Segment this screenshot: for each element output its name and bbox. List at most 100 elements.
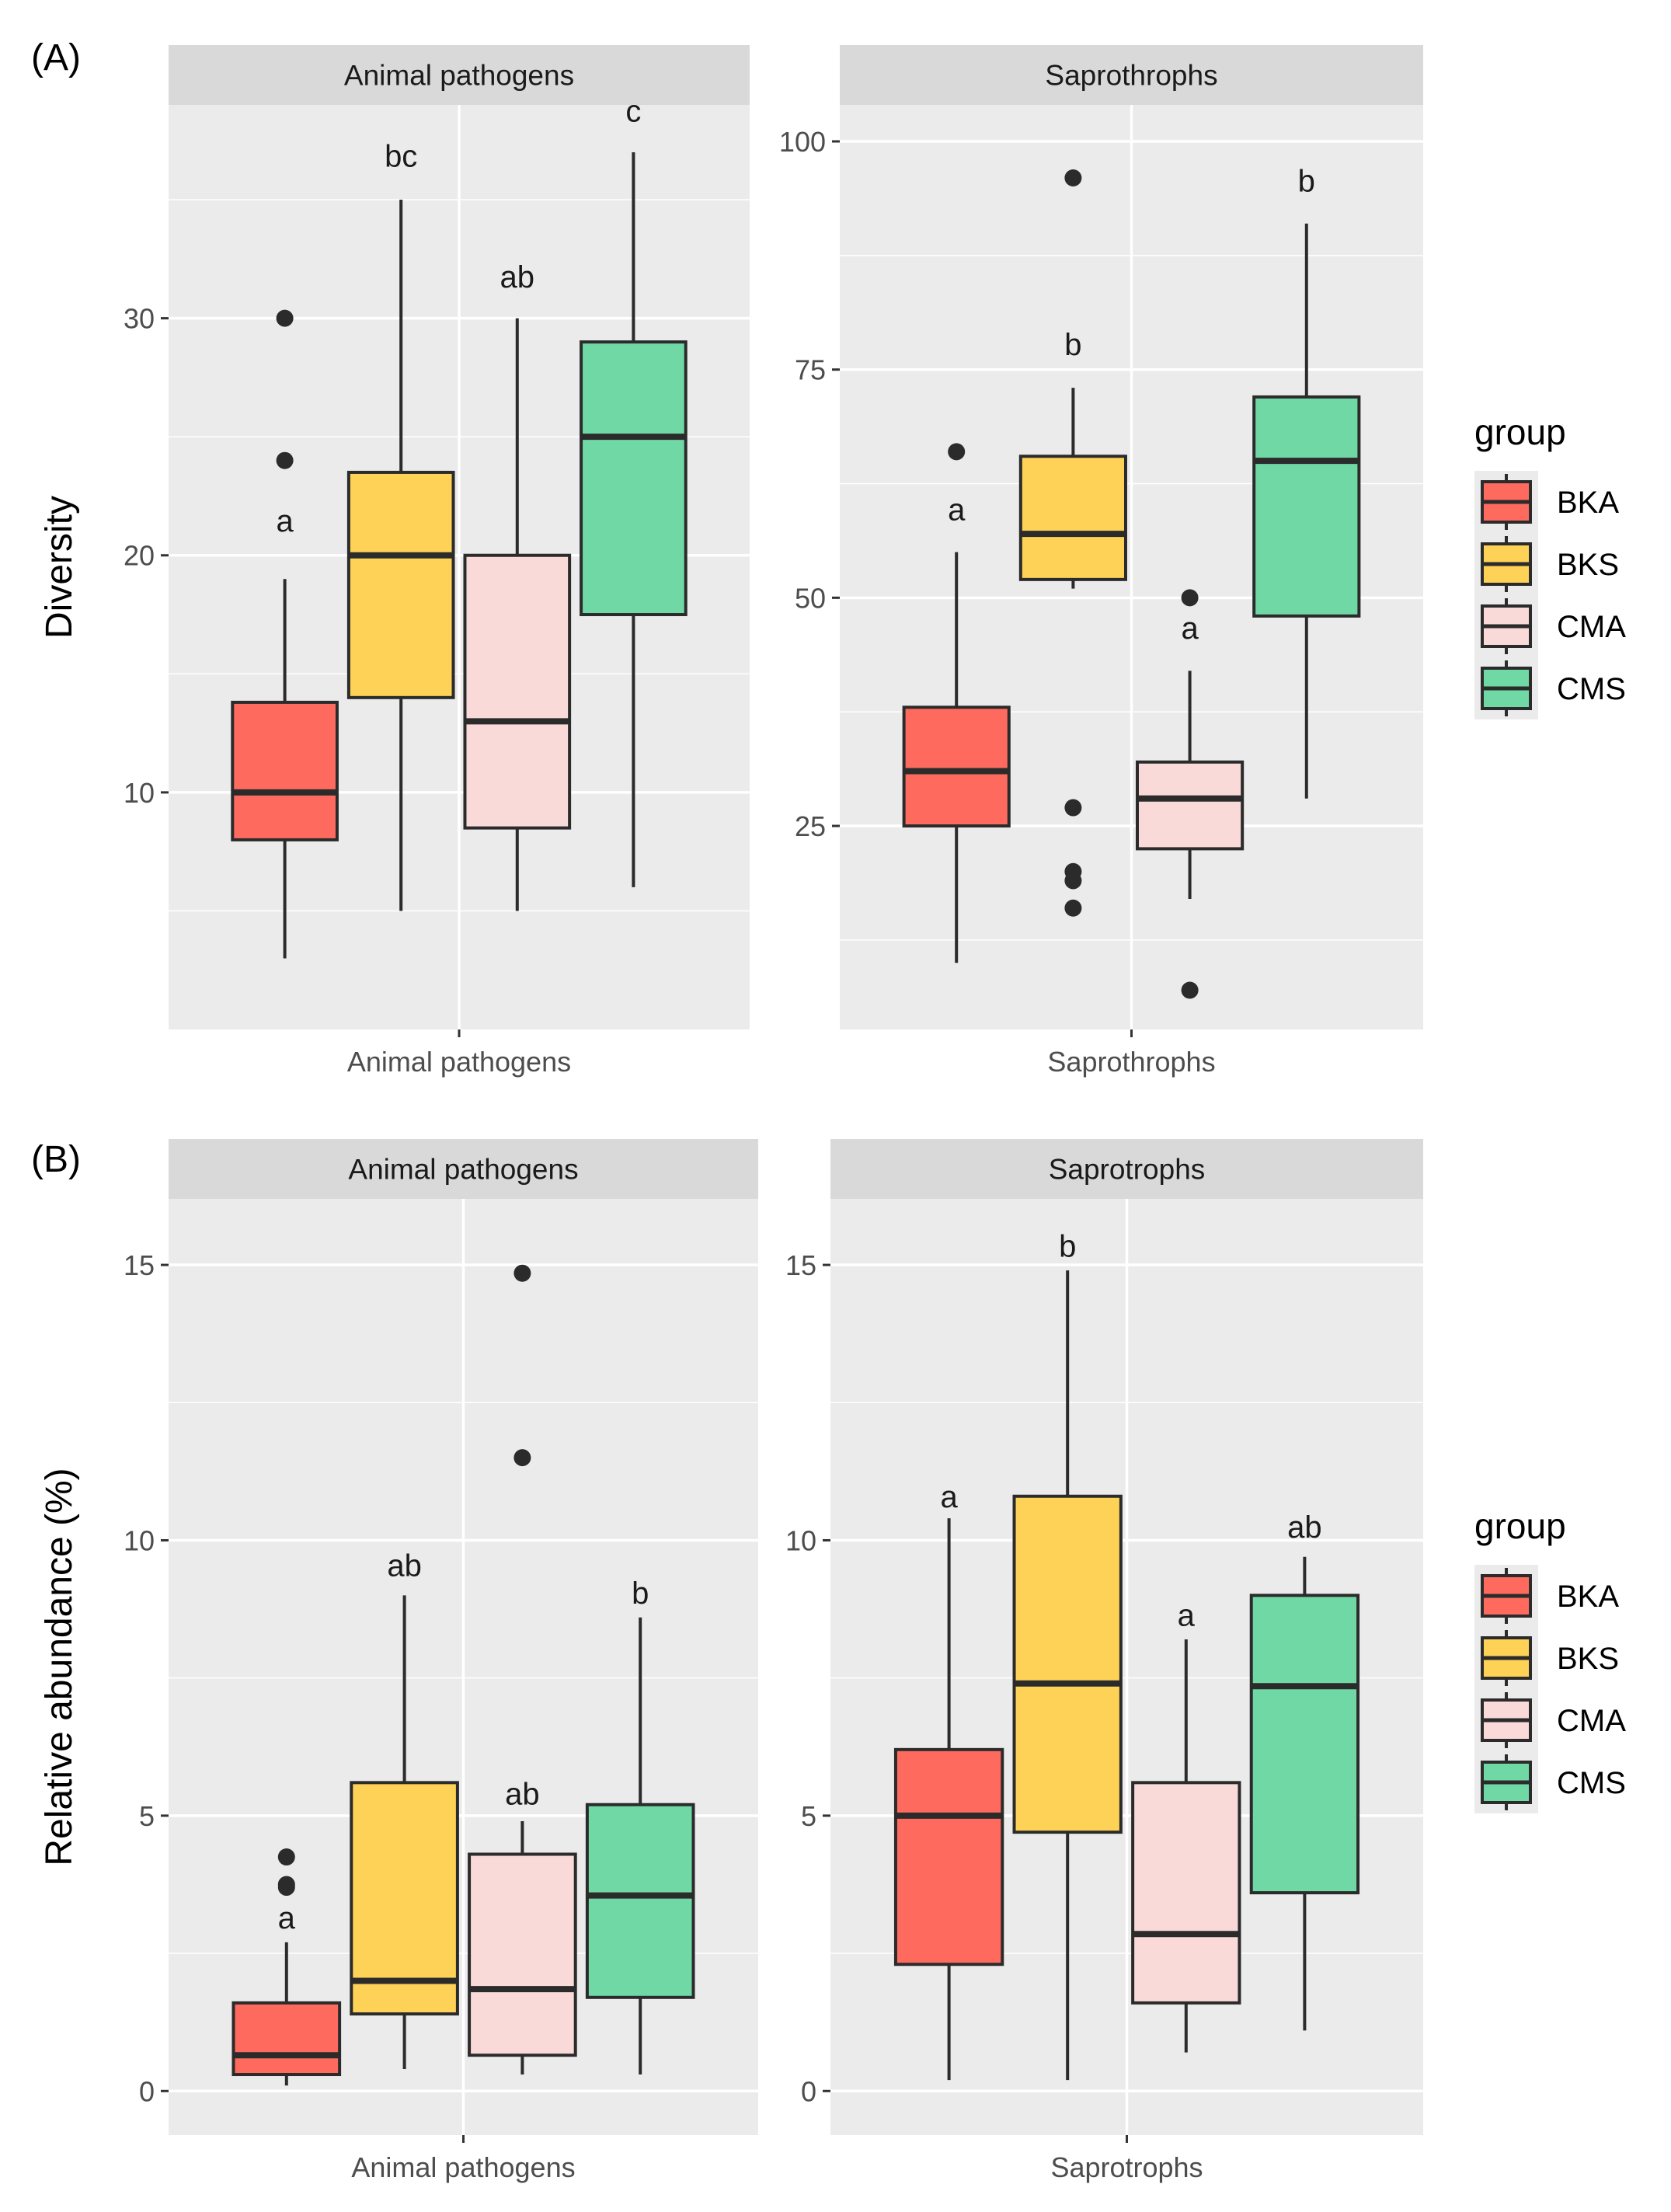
outlier-point — [1181, 589, 1199, 607]
iqr-box — [1018, 455, 1127, 581]
box-CMS: ab — [1249, 1510, 1360, 2031]
significance-letter: ab — [500, 260, 535, 294]
outlier-point — [277, 1879, 295, 1897]
box-BKA: a — [231, 309, 339, 959]
iqr-box — [580, 340, 688, 617]
outlier-point — [948, 443, 966, 461]
box-BKA: a — [902, 443, 1011, 963]
legend-label-BKS: BKS — [1557, 1642, 1619, 1676]
iqr-box — [346, 470, 455, 699]
x-tick-label: Animal pathogens — [351, 2151, 575, 2183]
iqr-box — [468, 1852, 577, 2057]
y-tick-label: 75 — [795, 354, 826, 386]
significance-letter: ab — [1287, 1510, 1322, 1545]
y-tick-label: 15 — [124, 1249, 155, 1281]
outlier-point — [276, 309, 294, 327]
y-tick-label: 0 — [801, 2075, 816, 2107]
facet-strip — [830, 1139, 1423, 1199]
legend-label-CMA: CMA — [1557, 610, 1626, 644]
y-tick-label: 25 — [795, 810, 826, 842]
significance-letter: bc — [385, 139, 417, 173]
legend-label-CMS: CMS — [1557, 672, 1626, 706]
box-CMA: ab — [463, 260, 572, 911]
facet-strip-label: Animal pathogens — [344, 60, 574, 92]
significance-letter: c — [625, 94, 641, 128]
legend-label-BKA: BKA — [1557, 1580, 1619, 1614]
significance-letter: a — [1178, 1598, 1196, 1632]
significance-letter: a — [278, 1901, 296, 1935]
iqr-box — [463, 553, 572, 830]
legend-bottom: group BKA BKS CMA CMS — [1474, 1506, 1626, 1813]
significance-letter: ab — [505, 1778, 540, 1812]
box-CMA: a — [1136, 589, 1245, 999]
y-tick-label: 15 — [785, 1249, 816, 1281]
outlier-point — [277, 1848, 295, 1866]
box-CMS: b — [1252, 165, 1361, 799]
x-tick-label: Animal pathogens — [347, 1046, 571, 1078]
outlier-point — [1064, 169, 1082, 186]
outlier-point — [513, 1449, 531, 1467]
box-BKS: b — [1012, 1229, 1123, 2081]
facet-strip-label: Animal pathogens — [348, 1154, 578, 1186]
box-CMS: b — [585, 1576, 695, 2075]
y-tick-label: 0 — [139, 2075, 155, 2107]
y-axis-label: Relative abundance (%) — [39, 1468, 80, 1865]
panel-B-animal: Animal pathogens 0 5 10 15 Animal pathogens a a… — [31, 1139, 758, 2183]
significance-letter: b — [1059, 1229, 1076, 1263]
facet-strip-label: Saprothrophs — [1045, 60, 1217, 92]
iqr-box — [232, 2001, 342, 2077]
iqr-box — [1249, 1594, 1360, 1895]
iqr-box — [1136, 760, 1245, 851]
box-BKS: bc — [346, 139, 455, 911]
significance-letter: a — [940, 1480, 958, 1514]
y-tick-label: 50 — [795, 582, 826, 614]
significance-letter: b — [1064, 328, 1081, 362]
y-tick-label: 5 — [139, 1800, 155, 1832]
iqr-box — [1252, 395, 1361, 618]
facet-strip — [169, 45, 750, 105]
y-axis-label: Diversity — [39, 496, 80, 639]
iqr-box — [1012, 1494, 1123, 1834]
outlier-point — [1064, 899, 1082, 917]
iqr-box — [350, 1781, 459, 2016]
y-tick-label: 100 — [779, 126, 826, 158]
outlier-point — [513, 1264, 531, 1282]
y-tick-label: 20 — [124, 540, 155, 572]
legend-title: group — [1474, 412, 1566, 452]
panel-label: (B) — [31, 1139, 81, 1180]
facet-strip — [840, 45, 1423, 105]
legend-label-CMA: CMA — [1557, 1704, 1626, 1738]
y-tick-label: 10 — [124, 777, 155, 809]
x-tick-label: Saprotrophs — [1050, 2151, 1203, 2183]
iqr-box — [902, 705, 1011, 828]
panel-label: (A) — [31, 37, 81, 78]
outlier-point — [1181, 981, 1199, 999]
legend-title: group — [1474, 1506, 1566, 1546]
iqr-box — [231, 700, 339, 841]
outlier-point — [1064, 799, 1082, 817]
y-tick-label: 10 — [124, 1524, 155, 1556]
y-tick-label: 30 — [124, 303, 155, 335]
box-BKS: b — [1018, 169, 1127, 917]
box-CMA: a — [1131, 1598, 1241, 2053]
significance-letter: b — [1298, 165, 1315, 199]
iqr-box — [893, 1747, 1004, 1966]
significance-letter: a — [948, 493, 966, 528]
significance-letter: ab — [387, 1549, 422, 1583]
legend-label-CMS: CMS — [1557, 1766, 1626, 1800]
outlier-point — [276, 451, 294, 469]
box-CMS: c — [580, 94, 688, 887]
box-BKA: a — [232, 1848, 342, 2086]
outlier-point — [1064, 872, 1082, 890]
y-tick-label: 10 — [785, 1524, 816, 1556]
iqr-box — [1131, 1781, 1241, 2005]
box-BKA: a — [893, 1480, 1004, 2081]
significance-letter: a — [1181, 611, 1199, 646]
significance-letter: b — [632, 1576, 649, 1611]
y-tick-label: 5 — [801, 1800, 816, 1832]
facet-strip-label: Saprotrophs — [1049, 1154, 1206, 1186]
facet-strip — [169, 1139, 758, 1199]
